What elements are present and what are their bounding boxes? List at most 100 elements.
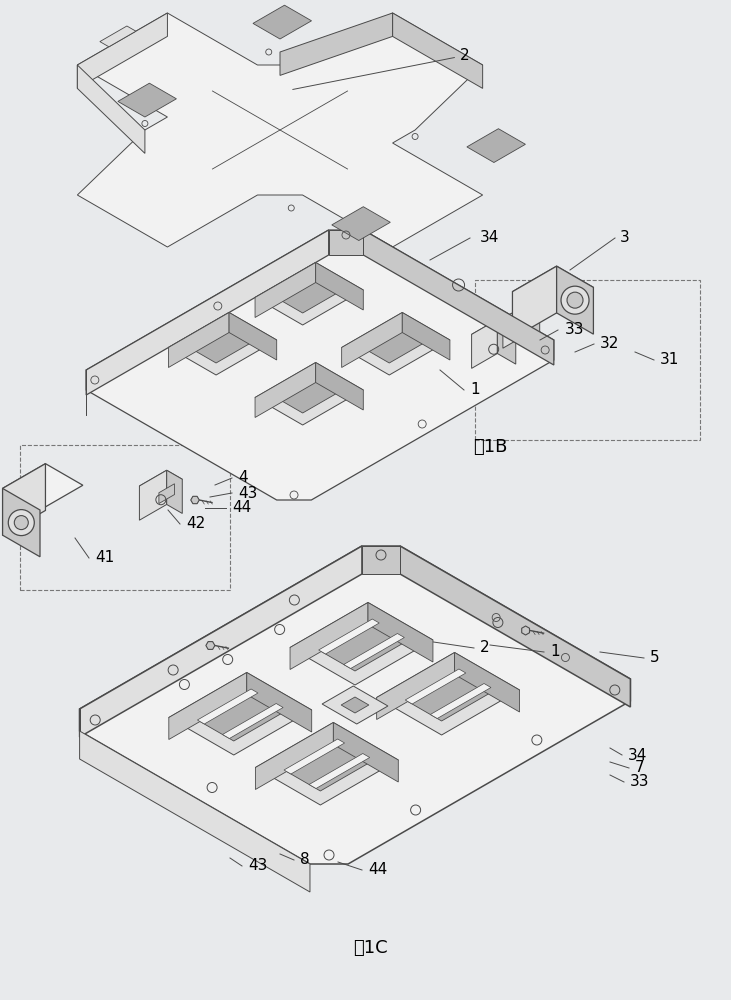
Text: 41: 41 <box>95 550 114 566</box>
Polygon shape <box>118 83 176 117</box>
Polygon shape <box>168 312 229 367</box>
Polygon shape <box>341 697 369 713</box>
Polygon shape <box>280 736 374 791</box>
Polygon shape <box>376 652 520 735</box>
Polygon shape <box>77 65 145 153</box>
Polygon shape <box>3 464 45 535</box>
Polygon shape <box>319 619 379 654</box>
Polygon shape <box>80 731 310 892</box>
Polygon shape <box>86 230 329 395</box>
Polygon shape <box>159 484 175 504</box>
Text: 4: 4 <box>238 471 248 486</box>
Polygon shape <box>333 722 398 782</box>
Polygon shape <box>140 470 167 520</box>
Text: 图1B: 图1B <box>473 438 507 456</box>
Text: 43: 43 <box>238 486 257 500</box>
Polygon shape <box>341 312 450 375</box>
Polygon shape <box>193 686 287 741</box>
Polygon shape <box>471 320 497 368</box>
Text: 5: 5 <box>650 650 659 666</box>
Polygon shape <box>309 754 370 788</box>
Polygon shape <box>322 686 388 724</box>
Polygon shape <box>167 470 182 513</box>
Polygon shape <box>169 672 311 755</box>
Polygon shape <box>168 312 277 375</box>
Circle shape <box>567 292 583 308</box>
Polygon shape <box>255 362 363 425</box>
Polygon shape <box>140 470 182 495</box>
Polygon shape <box>276 274 343 313</box>
Circle shape <box>15 516 29 530</box>
Polygon shape <box>363 324 429 363</box>
Polygon shape <box>400 546 630 707</box>
Circle shape <box>8 510 34 536</box>
Polygon shape <box>503 306 539 327</box>
Text: 图1C: 图1C <box>352 939 387 957</box>
Polygon shape <box>556 266 594 334</box>
Polygon shape <box>376 652 455 720</box>
Polygon shape <box>197 689 258 724</box>
Polygon shape <box>314 616 409 671</box>
Polygon shape <box>169 672 247 740</box>
Text: 34: 34 <box>628 748 648 762</box>
Polygon shape <box>255 262 363 325</box>
Polygon shape <box>3 464 83 510</box>
Polygon shape <box>455 652 520 712</box>
Polygon shape <box>290 602 368 670</box>
Polygon shape <box>522 626 529 635</box>
Text: 2: 2 <box>480 641 490 656</box>
Polygon shape <box>3 488 40 557</box>
Polygon shape <box>255 362 316 418</box>
Text: 7: 7 <box>635 760 645 776</box>
Polygon shape <box>189 324 256 363</box>
Polygon shape <box>191 496 200 504</box>
Polygon shape <box>255 262 316 318</box>
Polygon shape <box>222 704 283 738</box>
Polygon shape <box>290 602 433 685</box>
Polygon shape <box>80 546 362 737</box>
Polygon shape <box>329 230 363 255</box>
Polygon shape <box>77 13 482 247</box>
Polygon shape <box>100 26 136 47</box>
Text: 3: 3 <box>620 231 629 245</box>
Polygon shape <box>255 722 333 790</box>
Text: 2: 2 <box>292 48 469 89</box>
Polygon shape <box>401 666 496 721</box>
Polygon shape <box>525 306 539 344</box>
Text: 32: 32 <box>600 336 619 352</box>
Text: 33: 33 <box>630 774 650 790</box>
Polygon shape <box>512 266 556 338</box>
Polygon shape <box>316 262 363 310</box>
Circle shape <box>561 286 589 314</box>
Polygon shape <box>86 230 554 500</box>
Polygon shape <box>512 266 594 313</box>
Polygon shape <box>332 207 390 240</box>
Polygon shape <box>344 634 404 668</box>
Polygon shape <box>206 642 215 649</box>
Polygon shape <box>280 13 393 75</box>
Text: 1: 1 <box>470 382 480 397</box>
Polygon shape <box>405 669 466 704</box>
Polygon shape <box>402 312 450 360</box>
Text: 43: 43 <box>248 858 268 874</box>
Polygon shape <box>503 306 525 348</box>
Polygon shape <box>276 374 343 413</box>
Polygon shape <box>362 546 400 574</box>
Text: 8: 8 <box>300 852 310 867</box>
Polygon shape <box>431 684 491 718</box>
Text: 34: 34 <box>480 231 499 245</box>
Polygon shape <box>393 13 482 88</box>
Polygon shape <box>341 312 402 367</box>
Polygon shape <box>80 546 630 864</box>
Polygon shape <box>363 230 554 365</box>
Polygon shape <box>368 602 433 662</box>
Text: 31: 31 <box>660 353 679 367</box>
Polygon shape <box>471 320 516 345</box>
Polygon shape <box>77 13 167 88</box>
Text: 44: 44 <box>368 862 387 878</box>
Polygon shape <box>284 739 344 774</box>
Polygon shape <box>253 5 311 39</box>
Polygon shape <box>229 312 277 360</box>
Polygon shape <box>247 672 311 732</box>
Text: 44: 44 <box>232 500 251 516</box>
